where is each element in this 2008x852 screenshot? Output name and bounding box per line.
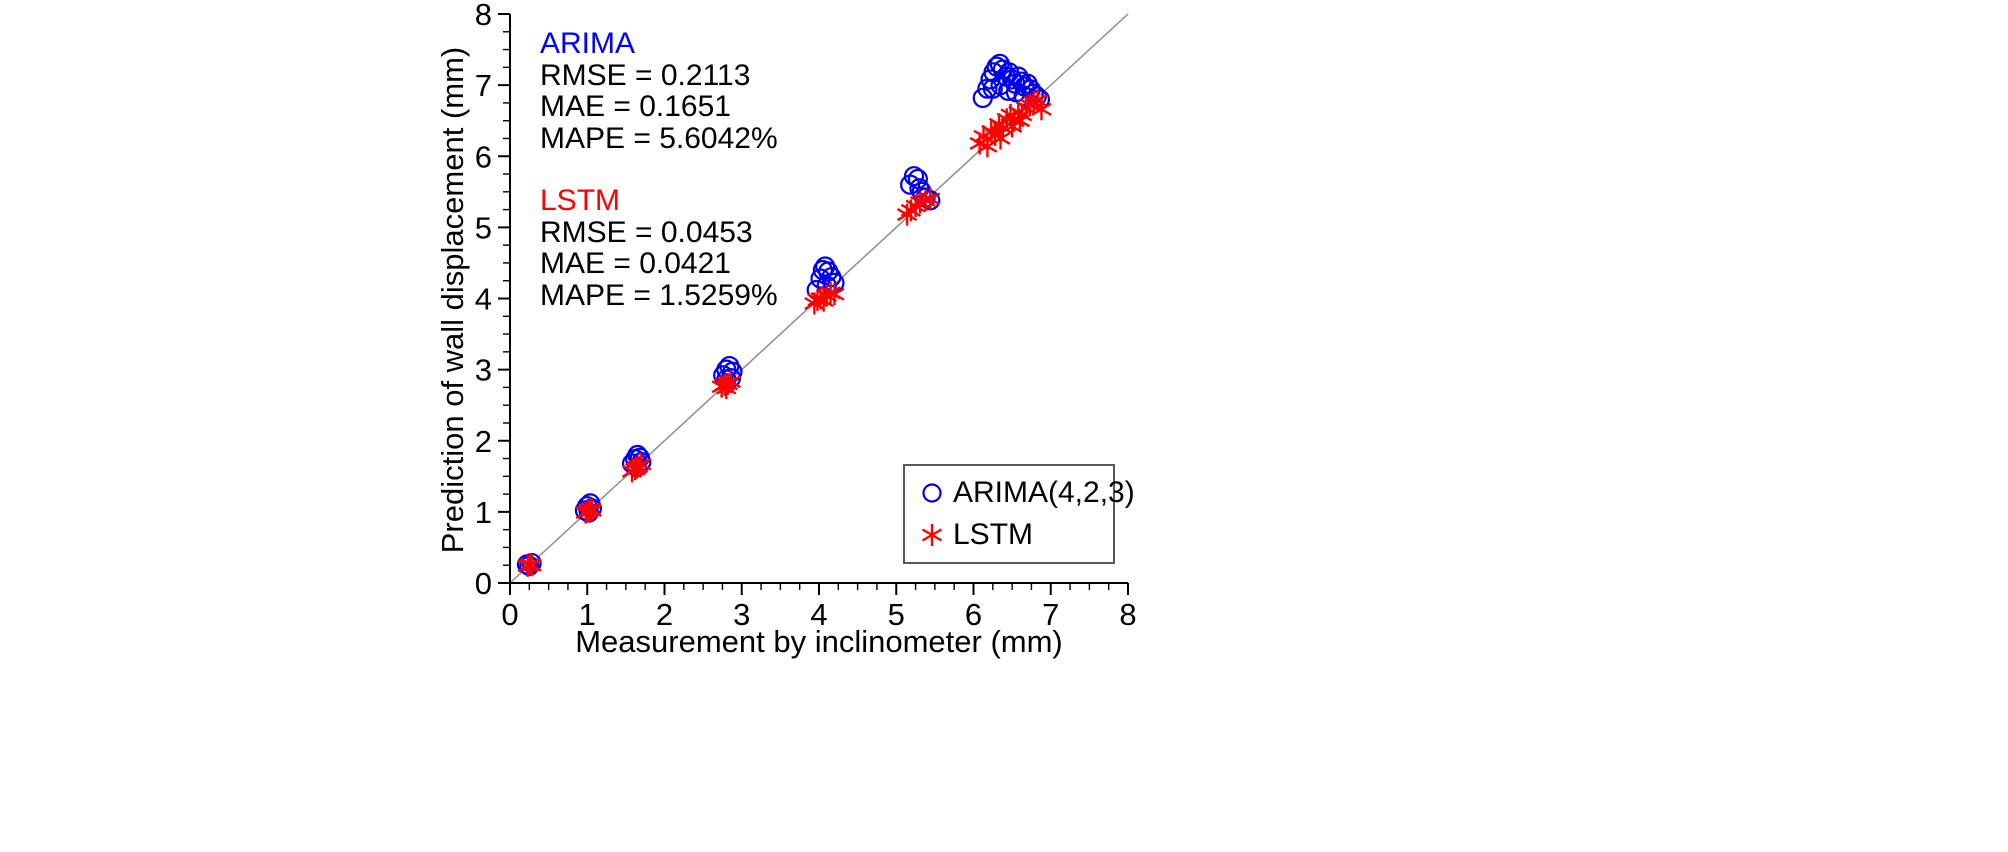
arima-point: [907, 168, 928, 190]
lstm-asterisk-marker-icon: [921, 524, 943, 546]
arima-point: [903, 166, 925, 187]
y-tick-label: 6: [475, 139, 492, 174]
lstm-point: [720, 375, 742, 389]
x-axis-title: Measurement by inclinometer (mm): [575, 624, 1063, 659]
x-tick-label: 4: [810, 597, 827, 632]
lstm-point: [716, 381, 737, 395]
annotation-lstm-rmse: RMSE = 0.0453: [540, 215, 753, 249]
lstm-point: [990, 131, 1011, 146]
x-tick-label: 0: [501, 597, 518, 632]
annotation-arima-rmse: RMSE = 0.2113: [540, 58, 751, 92]
x-tick-label: 8: [1119, 597, 1136, 632]
x-tick-label: 5: [888, 597, 905, 632]
annotation-lstm-mae: MAE = 0.0421: [540, 247, 731, 280]
y-tick-label: 3: [475, 353, 492, 388]
legend-item-arima: ARIMA(4,2,3): [917, 474, 1135, 512]
annotation-arima-mae: MAE = 0.1651: [540, 90, 731, 123]
x-tick-label: 2: [656, 597, 673, 632]
lstm-point: [626, 461, 647, 475]
x-tick-label: 1: [579, 597, 596, 632]
y-axis-title: Prediction of wall displacement (mm): [435, 46, 470, 554]
y-tick-label: 2: [475, 424, 492, 459]
annotation-arima-mape: MAPE = 5.6042%: [540, 121, 778, 155]
lstm-point: [581, 503, 603, 517]
legend-label-arima: ARIMA(4,2,3): [953, 476, 1135, 509]
legend-label-lstm: LSTM: [953, 518, 1034, 551]
lstm-point: [1012, 108, 1033, 122]
arima-circle-marker-icon: [922, 483, 942, 503]
lstm-point: [920, 192, 941, 206]
annotation-lstm: LSTM RMSE = 0.0453 MAE = 0.0421 MAPE = 1…: [540, 185, 778, 311]
y-tick-label: 8: [475, 0, 492, 32]
annotation-arima-title: ARIMA: [540, 27, 636, 60]
y-tick-label: 0: [475, 566, 492, 601]
lstm-point: [1031, 102, 1052, 116]
y-tick-label: 7: [475, 68, 492, 103]
y-tick-label: 1: [475, 495, 492, 530]
y-tick-label: 4: [475, 282, 492, 317]
annotation-arima: ARIMA RMSE = 0.2113 MAE = 0.1651 MAPE = …: [540, 28, 778, 154]
annotation-lstm-title: LSTM: [540, 184, 621, 217]
legend-item-lstm: LSTM: [917, 516, 1107, 554]
legend: ARIMA(4,2,3) LSTM: [903, 464, 1135, 564]
lstm-point: [521, 558, 542, 572]
annotation-lstm-mape: MAPE = 1.5259%: [540, 278, 778, 312]
arima-point: [815, 256, 836, 277]
lstm-point: [1027, 94, 1048, 108]
x-tick-label: 3: [733, 597, 750, 632]
y-tick-label: 5: [475, 210, 492, 245]
x-tick-label: 7: [1042, 597, 1059, 632]
lstm-point: [824, 287, 845, 301]
x-tick-label: 6: [965, 597, 982, 632]
